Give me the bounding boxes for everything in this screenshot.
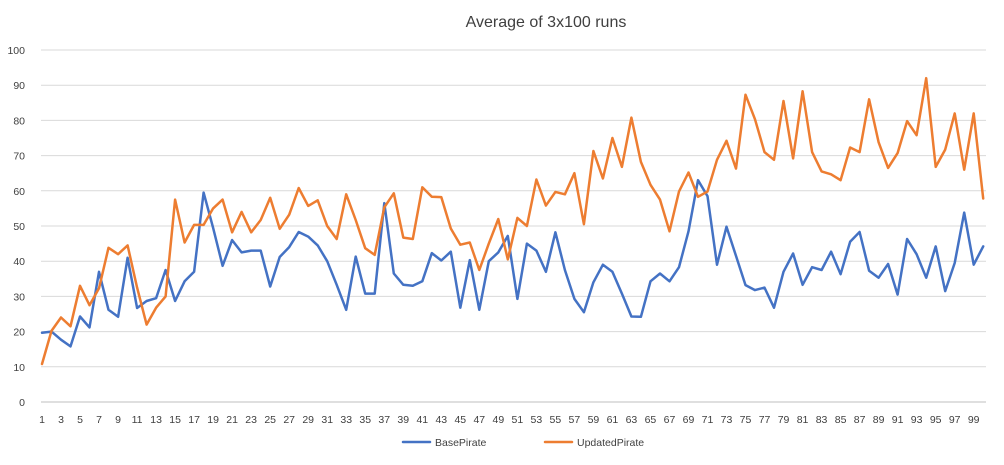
- x-tick-label: 97: [949, 414, 961, 426]
- x-tick-label: 17: [188, 414, 200, 426]
- x-tick-label: 7: [96, 414, 102, 426]
- x-tick-label: 13: [150, 414, 162, 426]
- x-tick-label: 91: [892, 414, 904, 426]
- x-tick-label: 1: [39, 414, 45, 426]
- x-tick-label: 59: [588, 414, 600, 426]
- x-tick-label: 35: [359, 414, 371, 426]
- x-tick-label: 57: [569, 414, 581, 426]
- x-tick-label: 37: [378, 414, 390, 426]
- series-lines: [40, 76, 985, 366]
- x-tick-label: 15: [169, 414, 181, 426]
- x-tick-label: 51: [512, 414, 524, 426]
- y-tick-label: 20: [13, 327, 25, 339]
- x-tick-label: 43: [435, 414, 447, 426]
- gridlines: [41, 49, 986, 403]
- legend-label: UpdatedPirate: [577, 437, 644, 449]
- y-tick-label: 50: [13, 221, 25, 233]
- x-tick-label: 45: [454, 414, 466, 426]
- y-tick-label: 70: [13, 151, 25, 163]
- series-line-updatedpirate: [40, 76, 985, 366]
- x-tick-label: 53: [531, 414, 543, 426]
- x-tick-label: 5: [77, 414, 83, 426]
- x-tick-label: 93: [911, 414, 923, 426]
- x-tick-label: 31: [321, 414, 333, 426]
- x-tick-label: 19: [207, 414, 219, 426]
- x-tick-label: 47: [473, 414, 485, 426]
- y-tick-label: 90: [13, 80, 25, 92]
- y-tick-label: 100: [7, 45, 25, 57]
- legend: BasePirate UpdatedPirate: [401, 437, 644, 449]
- x-tick-label: 3: [58, 414, 64, 426]
- x-tick-label: 49: [492, 414, 504, 426]
- x-tick-label: 39: [397, 414, 409, 426]
- y-tick-label: 60: [13, 186, 25, 198]
- x-tick-label: 11: [132, 414, 143, 426]
- x-tick-label: 25: [264, 414, 276, 426]
- series-line-basepirate: [40, 178, 985, 348]
- x-tick-label: 29: [302, 414, 314, 426]
- x-axis-tick-labels: 1 3 5 7 9 11 13 15 17 19 21 23 25 27 29 31 33 35 37 39 41 43 4…: [39, 414, 980, 426]
- x-tick-label: 23: [245, 414, 257, 426]
- x-tick-label: 9: [115, 414, 121, 426]
- x-tick-label: 87: [854, 414, 866, 426]
- x-tick-label: 99: [968, 414, 980, 426]
- x-tick-label: 67: [664, 414, 676, 426]
- y-tick-label: 10: [13, 362, 25, 374]
- x-tick-label: 79: [778, 414, 790, 426]
- y-tick-label: 30: [13, 291, 25, 303]
- x-tick-label: 75: [740, 414, 752, 426]
- y-tick-label: 0: [19, 397, 25, 409]
- y-tick-label: 80: [13, 115, 25, 127]
- x-tick-label: 65: [645, 414, 657, 426]
- x-tick-label: 85: [835, 414, 847, 426]
- x-tick-label: 55: [550, 414, 562, 426]
- x-tick-label: 41: [416, 414, 428, 426]
- x-tick-label: 95: [930, 414, 942, 426]
- x-tick-label: 21: [226, 414, 238, 426]
- x-tick-label: 77: [759, 414, 771, 426]
- x-tick-label: 33: [340, 414, 352, 426]
- x-tick-label: 69: [683, 414, 695, 426]
- x-tick-label: 81: [797, 414, 809, 426]
- chart-title: Average of 3x100 runs: [466, 14, 627, 31]
- legend-label: BasePirate: [435, 437, 487, 449]
- x-tick-label: 89: [873, 414, 885, 426]
- y-tick-label: 40: [13, 256, 25, 268]
- x-tick-label: 61: [607, 414, 619, 426]
- x-tick-label: 27: [283, 414, 295, 426]
- x-tick-label: 83: [816, 414, 828, 426]
- x-tick-label: 63: [626, 414, 638, 426]
- x-tick-label: 71: [702, 414, 714, 426]
- y-axis-tick-labels: 0 10 20 30 40 50 60 70 80 90 100: [7, 45, 25, 409]
- x-tick-label: 73: [721, 414, 733, 426]
